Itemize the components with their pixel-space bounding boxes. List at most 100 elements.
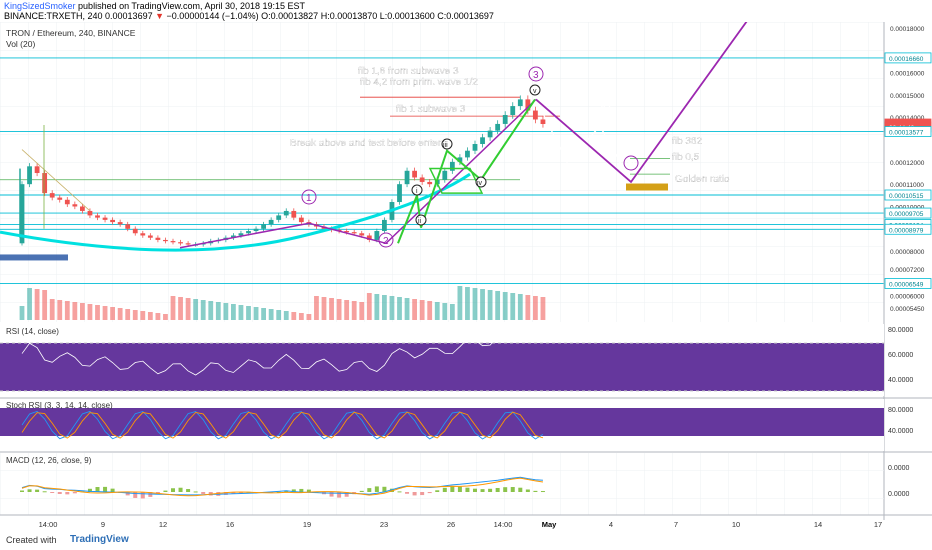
main-pane-bg[interactable]: [0, 22, 884, 322]
annotation-fib-16: fib 1,6 from subwave 3: [358, 66, 459, 77]
time-axis-label: 14:00: [494, 520, 513, 529]
time-axis-label: May: [542, 520, 557, 529]
symbol-line: BINANCE:TRXETH, 240 0.00013697 ▼ −0.0000…: [4, 11, 494, 22]
candle-body: [268, 219, 274, 225]
macd-histogram-bar: [95, 487, 100, 492]
annotation-fib-42: fib 4,2 from prim. wave 1/2: [360, 77, 478, 88]
time-axis[interactable]: 14:00 9 12 16 19 23 26 14:00 May 4 7 10 14 17: [39, 520, 883, 529]
price-axis-label: 0.00015000: [890, 93, 925, 100]
candle-body: [366, 235, 372, 240]
stoch-rsi-pane[interactable]: Stoch RSI (3, 3, 14, 14, close) 80.0000 …: [0, 399, 913, 451]
volume-bar: [457, 286, 463, 320]
volume-bar: [472, 288, 478, 320]
rsi-axis-60: 60.0000: [888, 352, 913, 359]
wave-1-label: 1: [306, 193, 312, 204]
macd-histogram-bar: [306, 489, 311, 492]
macd-pane[interactable]: MACD (12, 26, close, 9) 0.0000 0.0000: [0, 453, 910, 515]
publish-line: KingSizedSmoker published on TradingView…: [4, 1, 305, 12]
candle-body: [502, 115, 508, 124]
created-with-text: Created with: [6, 535, 57, 545]
candle-body: [155, 237, 161, 240]
volume-bar: [238, 305, 244, 320]
volume-bar: [140, 311, 146, 320]
candle-body: [246, 231, 251, 234]
wave-3-label: 3: [533, 70, 539, 81]
price-badge-text: 0.00013577: [889, 130, 924, 137]
price-axis-label: 0.00006000: [890, 294, 925, 301]
macd-histogram-bar: [488, 488, 493, 492]
candle-body: [298, 217, 304, 223]
volume-bar: [80, 303, 85, 320]
tradingview-logo[interactable]: TradingView: [70, 534, 129, 545]
annotation-fib-05: fib 0,5: [672, 152, 700, 163]
range-box: [0, 254, 68, 261]
price-axis[interactable]: [884, 22, 932, 520]
candle-body: [27, 166, 32, 185]
candle-body: [80, 206, 85, 211]
macd-histogram-bar: [125, 492, 130, 496]
macd-histogram-bar: [337, 492, 342, 498]
price-badge: [884, 223, 932, 235]
macd-histogram-bar: [329, 492, 334, 497]
horizontal-levels: [0, 57, 884, 284]
volume-bar: [495, 291, 501, 320]
candle-body: [42, 173, 48, 194]
macd-histogram-bar: [382, 486, 387, 492]
macd-histogram-bar: [510, 487, 515, 492]
macd-histogram-bar: [397, 491, 402, 493]
volume-bar: [434, 302, 440, 320]
trend-line: [21, 149, 91, 212]
macd-histogram-bar: [503, 487, 508, 492]
macd-histogram-bar: [291, 489, 296, 492]
volume-bar: [283, 311, 289, 320]
candle-body: [359, 233, 365, 236]
price-axis-label: 0.00016000: [890, 71, 925, 78]
volume-bar: [321, 297, 327, 320]
candle-body: [87, 210, 93, 216]
volume-bar: [397, 297, 402, 320]
last-price: 0.00013697: [105, 11, 153, 21]
volume-bar: [19, 306, 25, 320]
candle-body: [397, 184, 402, 203]
tradingview-chart[interactable]: TRON / Ethereum, 240, BINANCE Vol (20) f…: [0, 22, 932, 532]
candle-body: [132, 228, 138, 234]
volume-bar: [231, 304, 236, 320]
candle-body: [344, 231, 350, 233]
candle-body: [238, 233, 244, 236]
chart-drawings: [0, 22, 748, 252]
macd-histogram-bar: [171, 488, 175, 492]
rsi-axis-40: 40.0000: [888, 377, 913, 384]
footer: Created with TradingView: [0, 532, 932, 550]
macd-histogram-bar: [374, 486, 379, 492]
volume-bar: [125, 309, 131, 320]
macd-histogram-bar: [35, 489, 40, 492]
macd-histogram-bar: [223, 492, 228, 495]
volume-bar: [510, 293, 516, 320]
down-arrow-icon: ▼: [155, 11, 165, 21]
forecast-path: [535, 22, 748, 184]
macd-histogram-bar: [480, 489, 485, 492]
wave-c-label: (c): [625, 159, 635, 168]
macd-histogram-bar: [87, 488, 92, 492]
volume-bar: [359, 302, 365, 320]
time-axis-label: 12: [159, 520, 167, 529]
volume-bar: [64, 301, 70, 320]
rsi-pane[interactable]: RSI (14, close) 80.0000 60.0000 40.0000: [0, 324, 913, 396]
price-badge: [884, 189, 932, 201]
candle-body: [19, 184, 25, 244]
candle-body: [178, 242, 183, 244]
volume-bar: [412, 299, 417, 320]
macd-histogram-bar: [427, 492, 432, 494]
time-axis-label: 9: [101, 520, 105, 529]
volume-bar: [193, 299, 199, 320]
volume-bar: [155, 313, 161, 320]
publisher-link[interactable]: KingSizedSmoker: [4, 1, 76, 11]
candle-body: [163, 239, 168, 242]
macd-histogram-bar: [186, 489, 191, 492]
macd-signal-line: [21, 477, 544, 497]
macd-histogram-bar: [103, 486, 108, 492]
price-badge: [884, 278, 932, 289]
macd-line: [21, 476, 543, 496]
subwave-ii-label: ii: [418, 218, 422, 225]
macd-histogram-bar: [525, 489, 530, 492]
